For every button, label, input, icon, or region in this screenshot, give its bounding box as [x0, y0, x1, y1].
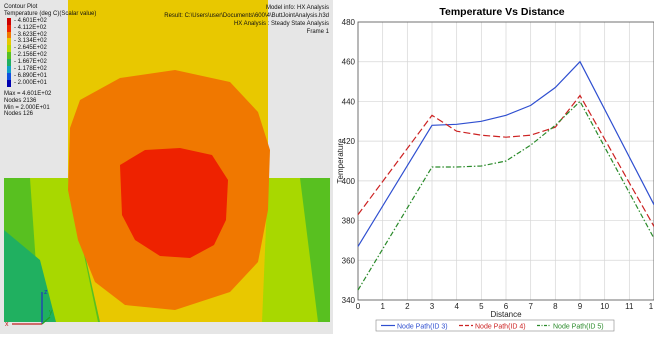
x-tick-label: 10 [600, 302, 609, 311]
legend-level-label: - 3.623E+02 [14, 31, 47, 38]
x-tick-label: 4 [454, 302, 459, 311]
model-info-line: Model info: HX Analysis [265, 5, 329, 11]
legend-level: - 3.623E+02 [4, 31, 96, 39]
legend-swatch [7, 24, 11, 32]
legend-max-node: Nodes 2136 [4, 97, 37, 104]
series-line [357, 94, 654, 227]
legend-box [375, 319, 615, 332]
y-tick-label: 460 [342, 58, 356, 67]
x-tick-label: 7 [528, 302, 533, 311]
x-tick-label: 1 [649, 302, 654, 311]
legend-level: - 4.112E+02 [4, 24, 96, 32]
y-tick-label: 440 [342, 97, 356, 106]
result-path: Result: C:\Users\user\Documents\600\4\Bu… [164, 13, 329, 19]
axis-triad-icon: z x y [5, 289, 53, 328]
legend-level: - 2.645E+02 [4, 45, 96, 53]
legend-title: Contour Plot [4, 4, 38, 10]
legend-level-label: - 4.112E+02 [14, 24, 47, 31]
legend-level: - 2.000E+01 [4, 79, 96, 87]
legend-swatch [7, 45, 11, 53]
legend-swatch [7, 72, 11, 80]
legend-swatch [7, 17, 11, 25]
analysis-type: HX Analysis : Steady State Analysis [233, 21, 329, 27]
legend-level-label: - 1.667E+02 [14, 59, 47, 66]
series-line [357, 60, 654, 247]
legend-entry: Node Path(ID 3) [397, 324, 448, 331]
contour-legend: Contour Plot Temperature (deg C)(Scalar … [4, 4, 96, 118]
legend-level: - 3.134E+02 [4, 38, 96, 46]
legend-level: - 2.156E+02 [4, 52, 96, 60]
triad-x-label: x [5, 321, 9, 328]
legend-level-label: - 3.134E+02 [14, 38, 47, 45]
x-tick-label: 11 [625, 302, 634, 311]
contour-plot-image [4, 0, 330, 322]
x-tick-label: 6 [504, 302, 509, 311]
plot-area [357, 21, 654, 301]
legend-swatch [7, 66, 11, 74]
legend-swatch [7, 38, 11, 46]
legend-subtitle: Temperature (deg C)(Scalar value) [4, 10, 97, 17]
chart-series [357, 60, 654, 291]
y-tick-label: 340 [342, 296, 356, 305]
legend-swatch [7, 31, 11, 39]
legend-min: Min = 2.000E+01 [4, 104, 50, 111]
x-tick-label: 0 [356, 302, 361, 311]
legend-level: - 4.601E+02 [4, 17, 96, 25]
legend-level-label: - 6.890E+01 [14, 72, 47, 79]
series-line [357, 100, 654, 291]
x-tick-label: 3 [430, 302, 435, 311]
y-tick-label: 360 [342, 256, 356, 265]
legend-entry: Node Path(ID 5) [553, 324, 604, 331]
x-axis-label: Distance [490, 310, 522, 319]
y-tick-label: 380 [342, 217, 356, 226]
legend-entry: Node Path(ID 4) [475, 324, 526, 331]
legend-level-label: - 2.645E+02 [14, 45, 47, 52]
chart-panel: Temperature Vs Distance 0 1 2 3 4 5 6 7 8 9 10 11 1 3… [336, 0, 654, 334]
x-tick-label: 9 [578, 302, 583, 311]
x-tick-label: 2 [405, 302, 410, 311]
chart-title: Temperature Vs Distance [439, 6, 564, 18]
legend-min-node: Nodes 126 [4, 111, 34, 118]
y-tick-label: 420 [342, 137, 356, 146]
chart-legend: Node Path(ID 3) Node Path(ID 4) Node Path(… [375, 319, 615, 332]
frame-label: Frame 1 [306, 29, 329, 35]
legend-level: - 6.890E+01 [4, 72, 96, 80]
legend-level-label: - 2.000E+01 [14, 79, 47, 86]
triad-y-label: y [49, 309, 53, 316]
x-tick-label: 1 [380, 302, 385, 311]
legend-swatch [7, 52, 11, 60]
y-axis-label: Temperature [336, 138, 345, 183]
x-tick-label: 5 [479, 302, 484, 311]
temperature-distance-chart: Temperature Vs Distance 0 1 2 3 4 5 6 7 8 9 10 11 13… [336, 6, 654, 332]
x-tick-label: 8 [553, 302, 558, 311]
legend-level: - 1.667E+02 [4, 59, 96, 67]
legend-swatch [7, 79, 11, 87]
legend-level-label: - 2.156E+02 [14, 52, 47, 59]
legend-level-label: - 4.601E+02 [14, 17, 47, 24]
model-info: Model info: HX Analysis Result: C:\Users… [164, 4, 329, 36]
triad-z-label: z [44, 289, 48, 296]
contour-plot-panel: Contour Plot Temperature (deg C)(Scalar … [0, 0, 333, 334]
legend-levels: - 4.601E+02- 4.112E+02- 3.623E+02- 3.134… [4, 17, 96, 87]
y-tick-label: 480 [342, 18, 356, 27]
legend-max: Max = 4.601E+02 [4, 90, 52, 97]
legend-swatch [7, 59, 11, 67]
legend-level-label: - 1.178E+02 [14, 66, 47, 73]
y-tick-label: 400 [342, 177, 356, 186]
legend-level: - 1.178E+02 [4, 66, 96, 74]
